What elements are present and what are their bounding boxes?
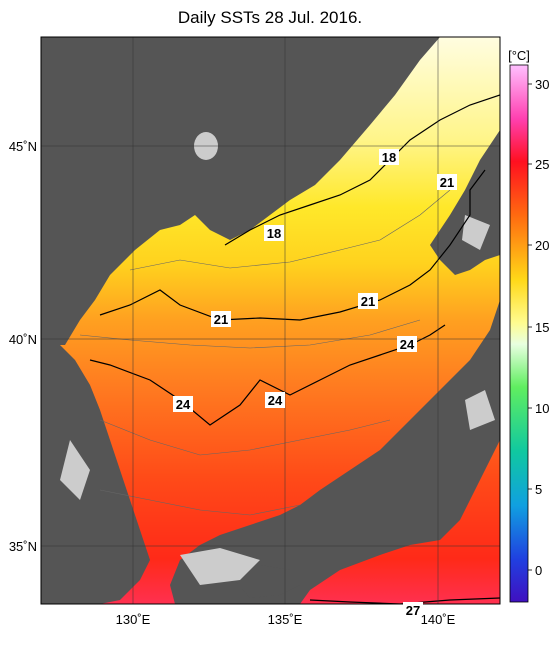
contour-labels: 18 18 21 21 21 24 24 24 27 (173, 149, 457, 618)
colorbar-tick-0: 0 (535, 563, 542, 578)
contour-thin-a (129, 189, 451, 271)
contour-thin-c (99, 419, 391, 456)
contour-label-24c: 24 (268, 393, 283, 408)
colorbar-tick-25: 25 (535, 157, 549, 172)
lon-label-135: 135˚E (268, 612, 303, 627)
colorbar-ticks (528, 83, 532, 571)
map-title: Daily SSTs 28 Jul. 2016. (177, 8, 363, 27)
contour-label-24a: 24 (400, 337, 415, 352)
map-frame (40, 36, 501, 605)
colorbar-unit: [°C] (508, 48, 530, 63)
land-korea (41, 345, 150, 604)
contour-label-21a: 21 (440, 175, 454, 190)
land-japan-honshu (170, 300, 500, 604)
contour-label-21b: 21 (361, 294, 375, 309)
graticule (41, 37, 500, 604)
colorbar-tick-15: 15 (535, 320, 549, 335)
lon-label-140: 140˚E (421, 612, 456, 627)
lat-label-40: 40˚N (9, 332, 37, 347)
contour-label-24b: 24 (176, 397, 191, 412)
ice-gray-honshu (180, 548, 260, 585)
contour-thin-d (99, 489, 301, 516)
contour-18 (224, 94, 500, 246)
ice-gray-east (465, 390, 495, 430)
colorbar-tick-20: 20 (535, 238, 549, 253)
contour-label-27: 27 (406, 603, 420, 618)
land-russia (41, 37, 440, 345)
contour-label-21c: 21 (214, 312, 228, 327)
contour-label-18a: 18 (382, 150, 396, 165)
ice-gray-korea (60, 440, 90, 500)
contour-21 (99, 169, 486, 321)
lat-label-35: 35˚N (9, 539, 37, 554)
colorbar-tick-30: 30 (535, 77, 549, 92)
contour-thin-b (79, 319, 421, 349)
land-shikoku (230, 565, 300, 598)
contour-label-18b: 18 (267, 226, 281, 241)
colorbar-tick-10: 10 (535, 401, 549, 416)
ice-gray-north (462, 215, 490, 250)
colorbar (509, 64, 529, 603)
contour-27 (309, 597, 500, 604)
lon-label-130: 130˚E (116, 612, 151, 627)
lat-label-45: 45˚N (9, 139, 37, 154)
colorbar-tick-5: 5 (535, 482, 542, 497)
